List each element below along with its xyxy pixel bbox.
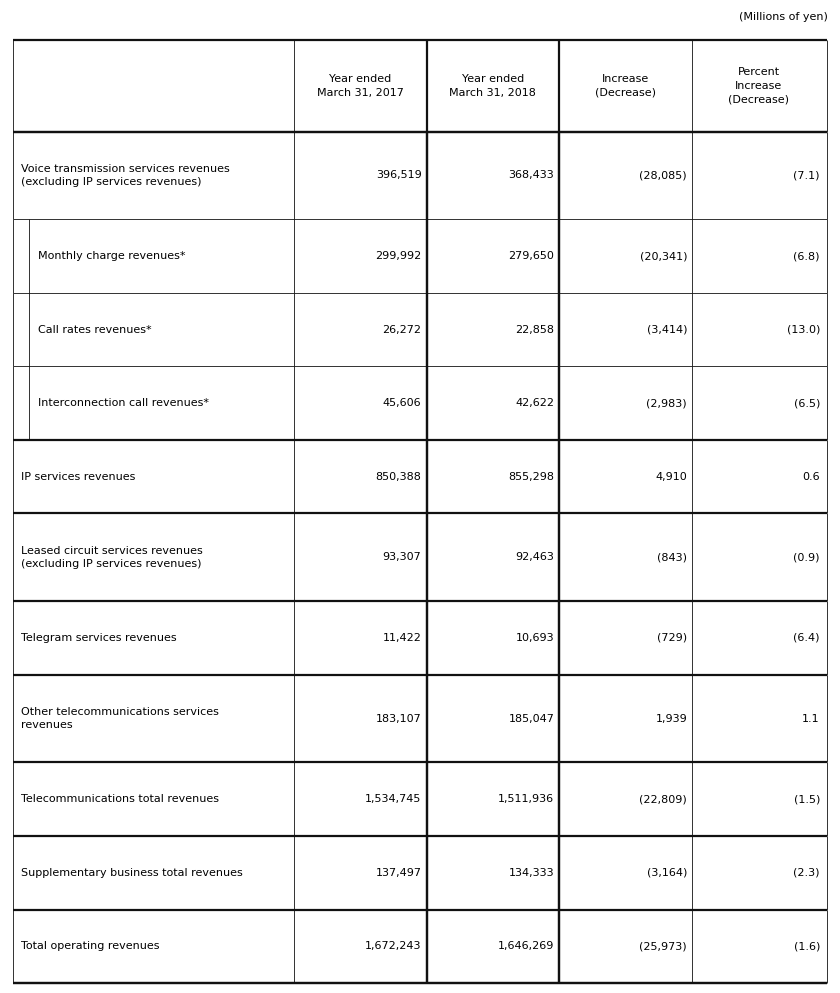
Text: (729): (729) xyxy=(657,633,687,643)
Text: 1,646,269: 1,646,269 xyxy=(498,941,554,951)
Text: 1,672,243: 1,672,243 xyxy=(365,941,422,951)
Text: Interconnection call revenues*: Interconnection call revenues* xyxy=(38,398,209,408)
Text: 93,307: 93,307 xyxy=(383,552,422,562)
Text: 134,333: 134,333 xyxy=(509,868,554,878)
Text: 92,463: 92,463 xyxy=(516,552,554,562)
Text: (13.0): (13.0) xyxy=(786,325,820,335)
Text: 183,107: 183,107 xyxy=(375,714,422,724)
Text: 10,693: 10,693 xyxy=(516,633,554,643)
Text: (20,341): (20,341) xyxy=(639,251,687,261)
Text: (0.9): (0.9) xyxy=(794,552,820,562)
Text: (3,164): (3,164) xyxy=(647,868,687,878)
Text: 0.6: 0.6 xyxy=(802,472,820,482)
Text: 42,622: 42,622 xyxy=(515,398,554,408)
Text: Monthly charge revenues*: Monthly charge revenues* xyxy=(38,251,186,261)
Text: 279,650: 279,650 xyxy=(508,251,554,261)
Text: Telegram services revenues: Telegram services revenues xyxy=(21,633,176,643)
Text: 185,047: 185,047 xyxy=(508,714,554,724)
Text: Increase
(Decrease): Increase (Decrease) xyxy=(596,73,656,97)
Text: (7.1): (7.1) xyxy=(794,171,820,181)
Text: Call rates revenues*: Call rates revenues* xyxy=(38,325,151,335)
Text: Supplementary business total revenues: Supplementary business total revenues xyxy=(21,868,243,878)
Text: 1,939: 1,939 xyxy=(655,714,687,724)
Text: (2.3): (2.3) xyxy=(794,868,820,878)
Text: (25,973): (25,973) xyxy=(639,941,687,951)
Text: (2,983): (2,983) xyxy=(647,398,687,408)
Text: Total operating revenues: Total operating revenues xyxy=(21,941,160,951)
Text: Voice transmission services revenues
(excluding IP services revenues): Voice transmission services revenues (ex… xyxy=(21,164,230,187)
Text: (6.5): (6.5) xyxy=(794,398,820,408)
Text: (1.6): (1.6) xyxy=(794,941,820,951)
Text: (28,085): (28,085) xyxy=(639,171,687,181)
Text: 299,992: 299,992 xyxy=(375,251,422,261)
Text: 137,497: 137,497 xyxy=(375,868,422,878)
Text: 368,433: 368,433 xyxy=(508,171,554,181)
Text: Year ended
March 31, 2018: Year ended March 31, 2018 xyxy=(449,73,537,97)
Text: 22,858: 22,858 xyxy=(515,325,554,335)
Text: 855,298: 855,298 xyxy=(508,472,554,482)
Text: 1,511,936: 1,511,936 xyxy=(498,794,554,804)
Text: 396,519: 396,519 xyxy=(375,171,422,181)
Text: Leased circuit services revenues
(excluding IP services revenues): Leased circuit services revenues (exclud… xyxy=(21,546,202,569)
Text: (1.5): (1.5) xyxy=(794,794,820,804)
Text: IP services revenues: IP services revenues xyxy=(21,472,135,482)
Text: Percent
Increase
(Decrease): Percent Increase (Decrease) xyxy=(728,67,789,104)
Text: (3,414): (3,414) xyxy=(647,325,687,335)
Text: Telecommunications total revenues: Telecommunications total revenues xyxy=(21,794,219,804)
Text: Year ended
March 31, 2017: Year ended March 31, 2017 xyxy=(317,73,403,97)
Text: (Millions of yen): (Millions of yen) xyxy=(738,12,827,22)
Text: 11,422: 11,422 xyxy=(382,633,422,643)
Text: 45,606: 45,606 xyxy=(383,398,422,408)
Text: 26,272: 26,272 xyxy=(382,325,422,335)
Text: (6.4): (6.4) xyxy=(794,633,820,643)
Text: (843): (843) xyxy=(657,552,687,562)
Text: 1.1: 1.1 xyxy=(802,714,820,724)
Text: (6.8): (6.8) xyxy=(794,251,820,261)
Text: (22,809): (22,809) xyxy=(639,794,687,804)
Text: 850,388: 850,388 xyxy=(375,472,422,482)
Text: Other telecommunications services
revenues: Other telecommunications services revenu… xyxy=(21,707,219,730)
Text: 4,910: 4,910 xyxy=(655,472,687,482)
Text: 1,534,745: 1,534,745 xyxy=(365,794,422,804)
